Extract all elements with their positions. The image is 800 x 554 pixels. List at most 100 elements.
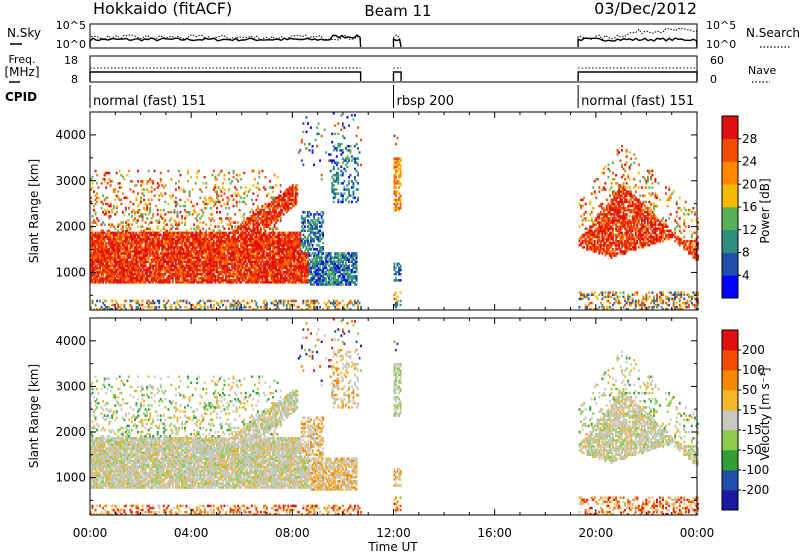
heatmap-cell — [134, 248, 136, 251]
heatmap-cell — [223, 272, 226, 276]
heatmap-cell — [103, 171, 106, 175]
heatmap-cell — [123, 277, 126, 280]
heatmap-cell — [234, 248, 237, 251]
heatmap-cell — [311, 283, 314, 286]
heatmap-cell — [90, 262, 92, 266]
heatmap-cell — [193, 208, 196, 212]
heatmap-cell — [185, 305, 188, 309]
heatmap-cell — [293, 299, 296, 303]
heatmap-cell — [278, 272, 281, 276]
heatmap-cell — [237, 180, 240, 183]
heatmap-cell — [226, 262, 229, 266]
heatmap-cell — [127, 262, 130, 266]
heatmap-cell — [165, 281, 168, 284]
heatmap-cell — [193, 241, 196, 245]
heatmap-cell — [190, 258, 193, 261]
heatmap-cell — [135, 260, 138, 263]
heatmap-cell — [202, 272, 205, 276]
heatmap-cell — [232, 266, 235, 270]
heatmap-cell — [137, 272, 139, 276]
heatmap-cell — [299, 277, 302, 280]
heatmap-cell — [240, 237, 243, 241]
heatmap-cell — [134, 256, 136, 259]
heatmap-cell — [273, 215, 276, 218]
heatmap-cell — [165, 260, 168, 263]
heatmap-cell — [106, 258, 109, 261]
heatmap-cell — [155, 252, 158, 255]
heatmap-cell — [278, 215, 281, 218]
heatmap-cell — [124, 248, 127, 251]
heatmap-cell — [276, 274, 279, 278]
heatmap-cell — [313, 260, 315, 263]
heatmap-cell — [232, 277, 235, 280]
heatmap-cell — [278, 233, 281, 237]
heatmap-cell — [278, 252, 281, 255]
heatmap-cell — [278, 235, 281, 239]
heatmap-cell — [120, 186, 123, 189]
heatmap-cell — [216, 279, 218, 282]
heatmap-cell — [202, 262, 205, 266]
heatmap-cell — [159, 262, 162, 266]
heatmap-cell — [228, 241, 230, 245]
heatmap-cell — [105, 250, 108, 253]
heatmap-cell — [197, 277, 200, 280]
heatmap-cell — [155, 246, 158, 249]
heatmap-cell — [144, 281, 147, 284]
heatmap-cell — [179, 270, 182, 274]
heatmap-cell — [96, 196, 98, 200]
heatmap-cell — [288, 272, 291, 276]
heatmap-cell — [208, 258, 211, 261]
heatmap-cell — [111, 223, 114, 226]
heatmap-cell — [261, 250, 264, 253]
heatmap-cell — [197, 227, 200, 230]
heatmap-cell — [234, 237, 237, 241]
heatmap-cell — [310, 223, 312, 226]
heatmap-cell — [297, 274, 300, 278]
heatmap-cell — [144, 202, 147, 206]
heatmap-cell — [223, 188, 226, 191]
heatmap-cell — [137, 241, 139, 245]
heatmap-cell — [93, 256, 95, 259]
heatmap-cell — [108, 281, 111, 284]
heatmap-cell — [219, 239, 221, 243]
heatmap-cell — [168, 237, 171, 241]
heatmap-cell — [263, 223, 265, 226]
heatmap-cell — [91, 182, 94, 185]
heatmap-cell — [161, 268, 164, 272]
heatmap-cell — [202, 270, 205, 274]
heatmap-cell — [185, 274, 188, 278]
heatmap-cell — [241, 274, 244, 278]
heatmap-cell — [288, 188, 291, 191]
heatmap-cell — [226, 239, 229, 243]
heatmap-cell — [270, 186, 273, 189]
heatmap-cell — [212, 235, 215, 239]
heatmap-cell — [199, 305, 202, 309]
heatmap-cell — [287, 268, 290, 272]
heatmap-cell — [281, 262, 284, 266]
heatmap-cell — [173, 200, 176, 204]
heatmap-cell — [96, 258, 98, 261]
heatmap-cell — [152, 258, 155, 261]
heatmap-cell — [179, 233, 182, 237]
heatmap-cell — [240, 303, 243, 307]
heatmap-cell — [188, 241, 191, 245]
heatmap-cell — [302, 254, 305, 257]
heatmap-cell — [241, 229, 244, 233]
heatmap-cell — [208, 196, 211, 200]
heatmap-cell — [223, 239, 226, 243]
heatmap-cell — [260, 256, 262, 259]
heatmap-cell — [167, 281, 170, 284]
heatmap-cell — [226, 299, 229, 303]
heatmap-cell — [100, 239, 103, 243]
heatmap-cell — [96, 233, 98, 237]
heatmap-cell — [137, 305, 139, 309]
heatmap-cell — [194, 239, 197, 243]
heatmap-cell — [252, 231, 255, 235]
heatmap-cell — [297, 268, 300, 272]
heatmap-cell — [341, 283, 344, 286]
heatmap-cell — [129, 303, 132, 307]
heatmap-cell — [178, 246, 180, 249]
heatmap-cell — [124, 250, 127, 253]
heatmap-cell — [278, 194, 281, 197]
heatmap-cell — [240, 233, 243, 237]
